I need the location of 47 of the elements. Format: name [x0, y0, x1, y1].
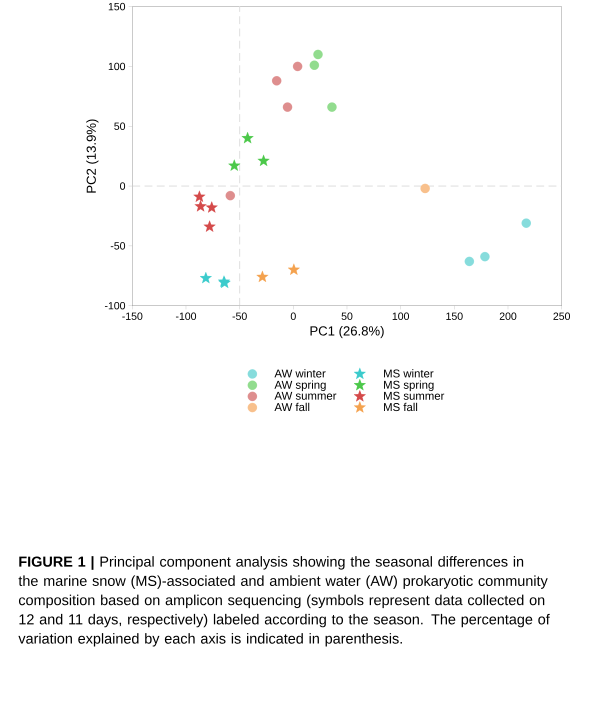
x-tick-label: 250: [553, 312, 570, 320]
x-tick-label: 0: [290, 312, 296, 320]
x-tick-label: 100: [392, 312, 409, 320]
legend-label: MS summer: [384, 392, 444, 400]
text: FIGURE 1 | Principal component analysis showing the seasonal differences in the marine snow (MS)-associated and ambient water (AW) prokaryotic community composition based on amplicon sequencing (symbols represent data collected on 12 and 11 days, respectively) labeled according to the season. The percentage of variation explained by each axis is indicated in parenthesis.: [18, 556, 550, 647]
x-tick-label: -50: [232, 312, 247, 320]
y-tick-label: 100: [108, 62, 126, 70]
point: [226, 190, 235, 200]
legend-label: AW summer: [274, 392, 336, 400]
legend-label: MS fall: [384, 402, 418, 412]
legend-label: MS winter: [384, 369, 434, 378]
x-tick-label: 200: [500, 312, 516, 320]
x-tick-label: -150: [122, 312, 142, 320]
point: [272, 76, 282, 86]
y-tick-label: -100: [104, 302, 126, 310]
y-axis-title: PC2 (13.9%): [86, 119, 98, 193]
y-tick-label: 150: [108, 2, 126, 10]
point: [480, 252, 490, 262]
y-tick-label: 0: [120, 182, 126, 190]
y-tick-label: -50: [110, 242, 126, 250]
point: [327, 102, 337, 112]
legend-label: MS spring: [384, 380, 434, 392]
point: [464, 256, 474, 266]
point: [242, 132, 254, 144]
point: [206, 201, 218, 213]
point: [228, 159, 240, 171]
point: [521, 218, 531, 228]
y-tick-label: 50: [114, 122, 126, 130]
point: [204, 220, 216, 232]
legend-label: AW fall: [274, 402, 310, 412]
point: [288, 264, 300, 275]
x-tick-label: -100: [176, 312, 196, 320]
x-axis-title: PC1 (26.8%): [310, 326, 384, 338]
point: [200, 272, 212, 284]
point: [193, 190, 206, 202]
point: [256, 270, 268, 282]
point: [194, 200, 207, 212]
point: [310, 60, 320, 70]
point: [420, 184, 430, 194]
point: [282, 102, 292, 112]
legend-label: AW winter: [274, 369, 326, 378]
point: [258, 154, 270, 166]
point: [313, 50, 323, 60]
x-tick-label: 150: [446, 312, 463, 320]
legend-label: AW spring: [274, 380, 326, 392]
point: [292, 62, 302, 72]
x-tick-label: 50: [342, 312, 352, 320]
